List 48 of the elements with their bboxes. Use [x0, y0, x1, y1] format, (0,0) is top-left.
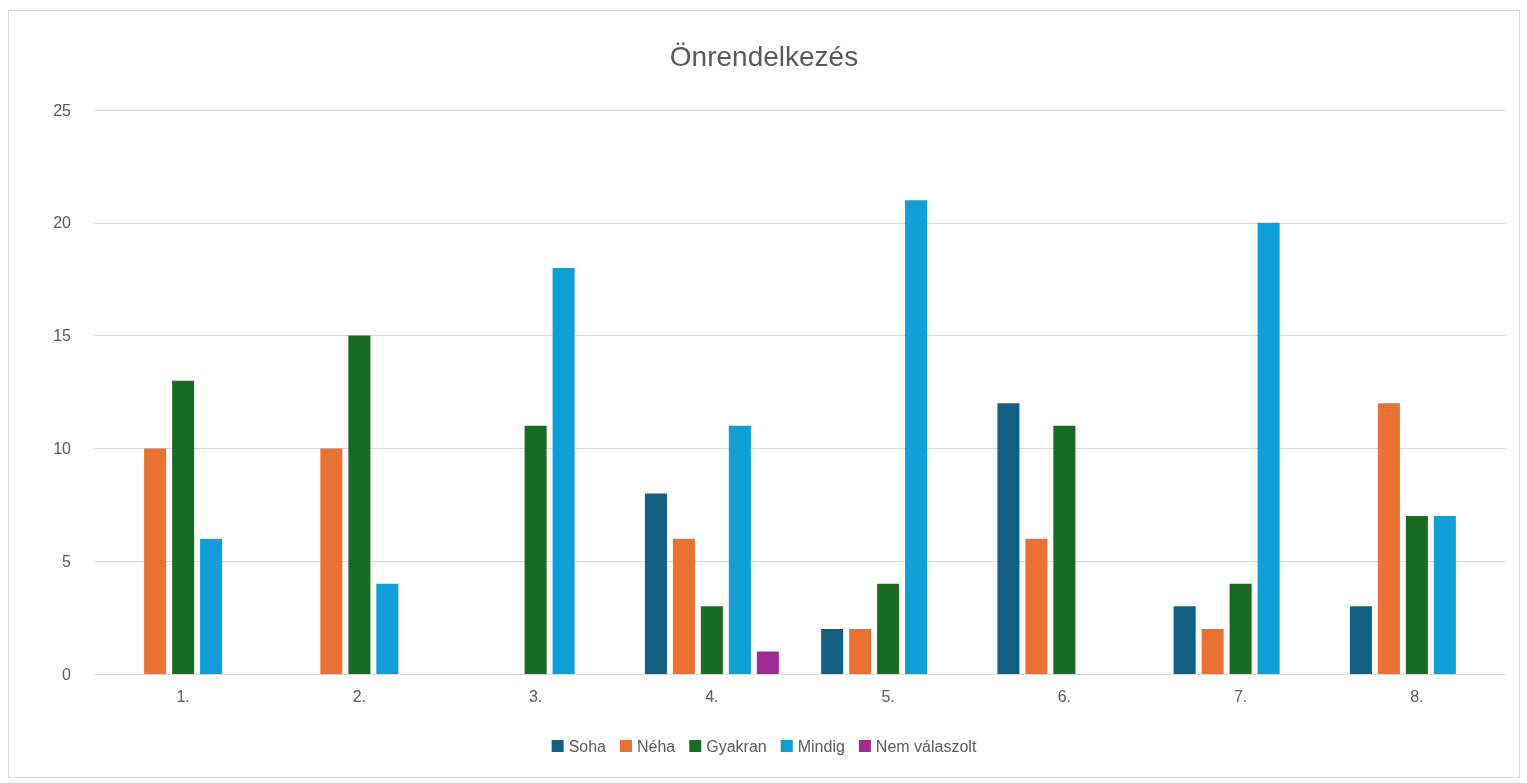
- bar: [1257, 222, 1280, 674]
- bar: [728, 425, 751, 674]
- legend-label: Soha: [568, 737, 607, 755]
- bar: [376, 583, 399, 674]
- chart-title: Önrendelkezés: [669, 40, 859, 72]
- x-tick-label: 5.: [881, 687, 895, 705]
- legend-label: Néha: [637, 737, 676, 755]
- y-tick-label: 10: [53, 439, 72, 457]
- bar: [1405, 516, 1428, 674]
- legend-label: Nem válaszolt: [875, 737, 977, 755]
- bar: [644, 493, 667, 674]
- bar: [821, 628, 844, 674]
- bar: [552, 267, 575, 674]
- bar: [348, 335, 371, 674]
- bar: [1229, 583, 1252, 674]
- bar: [1349, 606, 1372, 674]
- bar: [1173, 606, 1196, 674]
- bar: [1201, 628, 1224, 674]
- legend-label: Mindig: [797, 737, 845, 755]
- bar: [672, 538, 695, 674]
- bar: [144, 448, 167, 674]
- x-tick-label: 6.: [1057, 687, 1072, 705]
- bar: [200, 538, 223, 674]
- y-tick-label: 0: [62, 665, 72, 683]
- bar: [849, 628, 872, 674]
- x-tick-label: 8.: [1410, 687, 1424, 705]
- bar: [700, 606, 723, 674]
- y-tick-label: 20: [53, 214, 72, 232]
- bar: [1053, 425, 1076, 674]
- x-tick-label: 7.: [1233, 687, 1248, 705]
- bar: [997, 403, 1020, 674]
- bar: [877, 583, 900, 674]
- bar: [172, 380, 195, 674]
- x-tick-label: 1.: [176, 687, 190, 705]
- bar: [1025, 538, 1048, 674]
- y-tick-label: 15: [53, 327, 72, 345]
- bar: [1377, 403, 1400, 674]
- x-tick-label: 4.: [705, 687, 719, 705]
- bar: [756, 651, 779, 674]
- bar: [320, 448, 343, 674]
- x-tick-label: 3.: [528, 687, 543, 705]
- legend-label: Gyakran: [706, 737, 767, 755]
- bar: [905, 200, 928, 674]
- y-tick-label: 25: [53, 101, 72, 119]
- bar: [524, 425, 547, 674]
- x-tick-label: 2.: [352, 687, 367, 705]
- y-tick-label: 5: [62, 552, 72, 570]
- bar: [1433, 516, 1456, 674]
